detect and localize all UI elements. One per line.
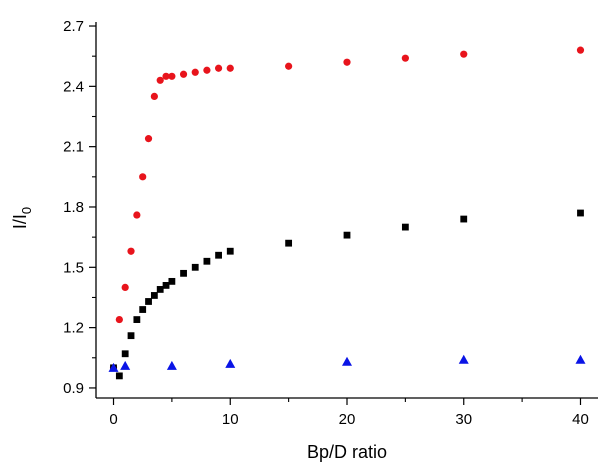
data-point-circle <box>127 247 135 255</box>
data-point-square <box>133 316 141 323</box>
data-point-square <box>285 239 293 247</box>
data-point-circle <box>576 46 585 54</box>
data-point-triangle <box>108 362 119 372</box>
x-tick-label: 40 <box>572 411 589 428</box>
data-point-square <box>180 269 187 277</box>
data-point-circle <box>168 72 176 80</box>
y-axis-title: I/I0 <box>10 207 34 229</box>
data-point-circle <box>179 70 188 78</box>
data-point-square <box>162 282 170 289</box>
data-point-circle <box>115 315 123 324</box>
y-tick-label: 2.7 <box>63 18 84 35</box>
y-tick-label: 1.2 <box>63 320 84 337</box>
data-point-square <box>127 332 135 340</box>
data-point-circle <box>162 72 170 80</box>
data-point-triangle <box>166 360 177 370</box>
x-tick-label: 10 <box>222 411 239 428</box>
y-tick-label: 0.9 <box>63 380 84 397</box>
data-point-square <box>203 257 211 265</box>
data-point-triangle <box>458 354 469 364</box>
data-point-triangle <box>225 358 236 368</box>
series-square <box>110 209 584 380</box>
data-point-triangle <box>575 354 586 364</box>
data-point-square <box>145 298 152 305</box>
x-tick-label: 30 <box>455 411 472 428</box>
data-point-square <box>401 223 409 231</box>
y-axis-title-subscript: 0 <box>19 207 34 214</box>
tick-labels: 0 10 20 30 40 0.9 1.2 1.5 1.8 2.1 2.4 2.7 <box>63 18 589 428</box>
data-point-circle <box>133 211 141 219</box>
data-point-square <box>215 251 222 259</box>
y-axis-title-main: I/I <box>10 214 30 229</box>
data-point-triangle <box>120 360 131 370</box>
y-tick-label: 2.1 <box>63 139 84 156</box>
data-point-square <box>226 247 234 255</box>
data-point-circle <box>285 62 293 70</box>
y-tick-label: 1.8 <box>63 199 84 216</box>
data-point-triangle <box>342 356 352 366</box>
data-point-circle <box>156 76 164 84</box>
data-point-square <box>577 209 584 217</box>
series-circle <box>109 46 585 372</box>
data-point-circle <box>226 64 234 72</box>
data-point-circle <box>401 54 409 62</box>
series-triangle <box>108 354 586 372</box>
x-tick-label: 0 <box>109 411 117 428</box>
y-tick-label: 2.4 <box>63 78 84 95</box>
data-point-circle <box>203 66 211 74</box>
data-point-circle <box>150 92 158 100</box>
data-point-square <box>156 286 164 293</box>
ticks <box>89 25 582 405</box>
data-point-circle <box>121 283 129 292</box>
data-point-circle <box>343 58 351 66</box>
data-points <box>108 46 586 380</box>
data-point-square <box>191 263 199 271</box>
data-point-square <box>460 215 468 223</box>
x-axis-title: Bp/D ratio <box>307 442 387 462</box>
data-point-square <box>139 306 147 313</box>
x-tick-label: 20 <box>339 411 356 428</box>
data-point-square <box>150 292 158 299</box>
data-point-circle <box>214 64 223 72</box>
data-point-square <box>168 277 176 285</box>
data-point-circle <box>191 68 199 76</box>
data-point-circle <box>139 173 147 181</box>
data-point-square <box>121 350 129 358</box>
data-point-circle <box>144 135 153 143</box>
data-point-circle <box>460 50 468 58</box>
data-point-square <box>343 231 351 239</box>
y-tick-label: 1.5 <box>63 259 84 276</box>
data-point-square <box>115 372 123 380</box>
